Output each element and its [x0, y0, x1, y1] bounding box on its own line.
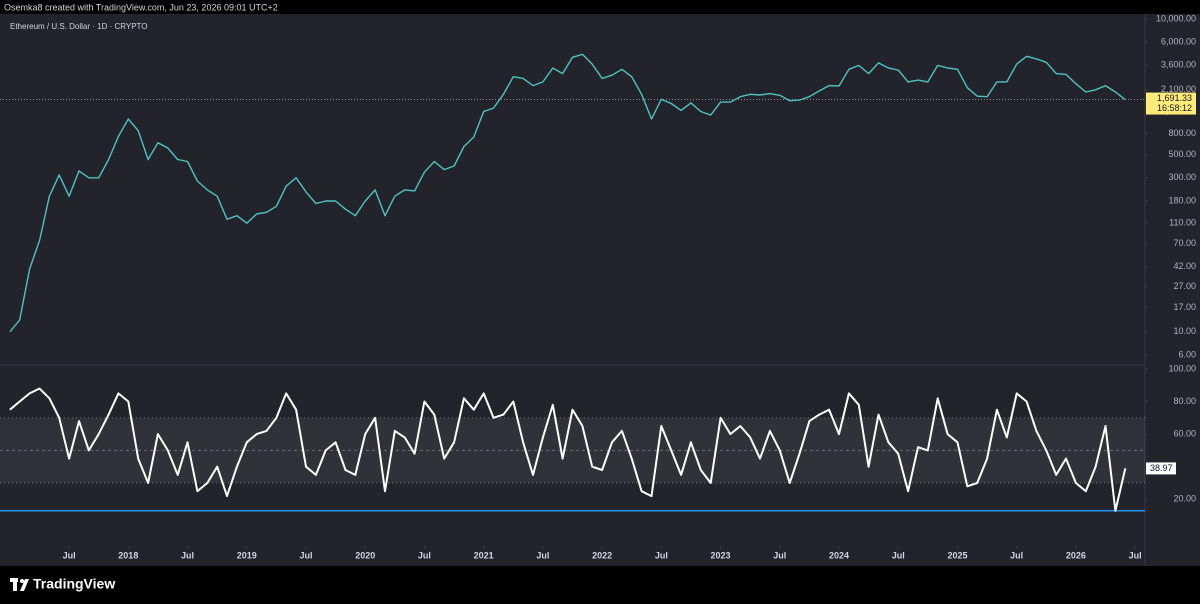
y-tick-label: 100.00	[1168, 363, 1196, 373]
last-value-label: 38.97	[1150, 463, 1173, 473]
chart-area	[0, 14, 1200, 566]
brand-logo	[10, 578, 29, 591]
x-tick-label: 2026	[1066, 550, 1086, 560]
brand-name: TradingView	[33, 576, 115, 592]
x-tick-label: Jul	[773, 550, 786, 560]
x-tick-label: 2020	[355, 550, 375, 560]
x-tick-label: 2024	[829, 550, 849, 560]
y-tick-label: 110.00	[1169, 218, 1196, 228]
x-tick-label: Jul	[655, 550, 668, 560]
x-tick-label: 2019	[237, 550, 257, 560]
y-tick-label: 500.00	[1168, 149, 1196, 159]
x-tick-label: Jul	[181, 550, 194, 560]
series-line	[9, 387, 1127, 512]
series-line	[9, 53, 1126, 333]
y-tick-label: 27.00	[1173, 281, 1196, 291]
x-tick-label: Jul	[299, 550, 312, 560]
y-tick-label: 10.00	[1173, 326, 1196, 336]
x-tick-label: Jul	[536, 550, 549, 560]
y-tick-label: 60.00	[1173, 429, 1196, 439]
symbol-legend: Ethereum / U.S. Dollar · 1D · CRYPTO	[10, 22, 148, 31]
footer-bar	[0, 566, 1200, 604]
y-tick-label: 20.00	[1173, 494, 1196, 504]
x-tick-label: Jul	[63, 550, 76, 560]
y-tick-label: 3,600.00	[1161, 60, 1196, 70]
x-tick-label: 2023	[711, 550, 731, 560]
y-tick-label: 10,000.00	[1156, 14, 1196, 24]
y-tick-label: 6.00	[1178, 349, 1196, 359]
last-price-box	[1146, 92, 1196, 115]
x-tick-label: 2021	[474, 550, 494, 560]
x-tick-label: Jul	[1129, 550, 1142, 560]
x-tick-label: 2025	[947, 550, 967, 560]
last-value-box	[1146, 462, 1176, 475]
y-tick-label: 180.00	[1168, 195, 1196, 205]
y-tick-label: 6,000.00	[1161, 37, 1196, 47]
x-tick-label: Jul	[418, 550, 431, 560]
y-tick-label: 800.00	[1168, 128, 1196, 138]
x-tick-label: Jul	[1010, 550, 1023, 560]
author-line: Osemka8 created with TradingView.com, Ju…	[4, 2, 278, 12]
y-tick-label: 17.00	[1173, 302, 1196, 312]
x-tick-label: 2018	[118, 550, 138, 560]
y-tick-label: 70.00	[1173, 238, 1196, 248]
x-tick-label: 2022	[592, 550, 612, 560]
y-tick-label: 300.00	[1168, 172, 1196, 182]
y-tick-label: 2,100.00	[1161, 84, 1196, 94]
countdown-label: 16:58:12	[1157, 103, 1192, 113]
y-tick-label: 80.00	[1173, 396, 1196, 406]
y-tick-label: 42.00	[1173, 261, 1196, 271]
header-bar	[0, 0, 1200, 14]
last-price-label: 1,691.33	[1157, 93, 1192, 103]
x-tick-label: Jul	[892, 550, 905, 560]
